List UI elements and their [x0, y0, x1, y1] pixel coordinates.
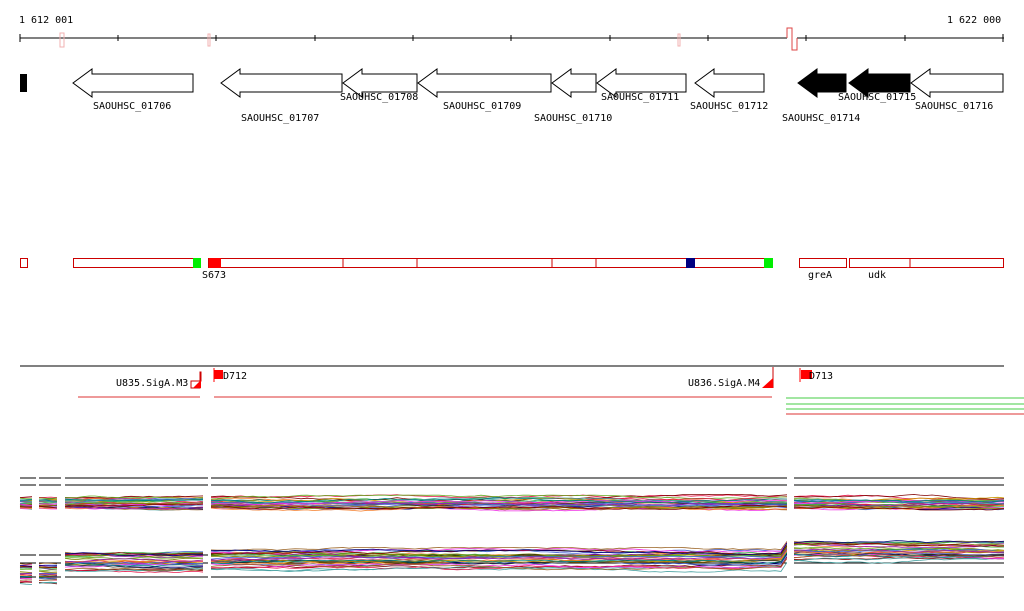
- coordinate-ruler: 1 612 001 1 622 000: [19, 15, 1004, 51]
- gene-label: SAOUHSC_01716: [915, 101, 993, 112]
- feature-label-s673: S673: [202, 270, 226, 281]
- gene-saouhsc-01708[interactable]: SAOUHSC_01708: [340, 68, 418, 103]
- red-marker[interactable]: [209, 258, 221, 268]
- gene-label: SAOUHSC_01710: [534, 113, 612, 124]
- gene-track[interactable]: SAOUHSC_01706 SAOUHSC_01707 SAOUHSC_0170…: [20, 68, 1004, 124]
- transcript-label-u836: U836.SigA.M4: [688, 378, 760, 389]
- ruler-start-label: 1 612 001: [19, 15, 73, 26]
- gene-saouhsc-01715[interactable]: SAOUHSC_01715: [838, 68, 916, 103]
- blue-marker[interactable]: [686, 258, 695, 268]
- feature-box-udk[interactable]: [849, 258, 1004, 268]
- gene-label: SAOUHSC_01711: [601, 92, 679, 103]
- gene-saouhsc-01706[interactable]: SAOUHSC_01706: [72, 68, 194, 112]
- feature-label-grea: greA: [808, 270, 832, 281]
- expression-track-top[interactable]: [19, 477, 1005, 512]
- gene-label: SAOUHSC_01715: [838, 92, 916, 103]
- gene-saouhsc-01710[interactable]: SAOUHSC_01710: [534, 68, 612, 124]
- transcript-track[interactable]: U835.SigA.M3 D712 U836.SigA.M4 D713: [20, 365, 1024, 415]
- gene-label: SAOUHSC_01708: [340, 92, 418, 103]
- feature-box[interactable]: [208, 258, 765, 268]
- gene-saouhsc-01716[interactable]: SAOUHSC_01716: [910, 68, 1004, 112]
- gene-label: SAOUHSC_01706: [93, 101, 171, 112]
- expression-lines-bottom: [19, 540, 1005, 585]
- gene-saouhsc-01709[interactable]: SAOUHSC_01709: [417, 68, 552, 112]
- gene-saouhsc-01711[interactable]: SAOUHSC_01711: [596, 68, 687, 103]
- transcript-label-d712: D712: [223, 371, 247, 382]
- feature-box-grea[interactable]: [799, 258, 847, 268]
- gene-saouhsc-01712[interactable]: SAOUHSC_01712: [690, 68, 768, 112]
- transcript-label-u835: U835.SigA.M3: [116, 378, 188, 389]
- feature-box[interactable]: [73, 258, 200, 268]
- green-marker[interactable]: [764, 258, 773, 268]
- expression-track-bottom[interactable]: [19, 540, 1005, 585]
- gene-label: SAOUHSC_01709: [443, 101, 521, 112]
- gene-saouhsc-01707[interactable]: SAOUHSC_01707: [220, 68, 343, 124]
- gene-saouhsc-01714[interactable]: SAOUHSC_01714: [782, 68, 860, 124]
- gap-separators: [36, 470, 794, 600]
- feature-label-udk: udk: [868, 270, 886, 281]
- feature-track[interactable]: S673 greA udk: [20, 258, 1004, 281]
- green-marker[interactable]: [193, 258, 201, 268]
- gene-label: SAOUHSC_01714: [782, 113, 860, 124]
- transcript-label-d713: D713: [809, 371, 833, 382]
- ruler-end-label: 1 622 000: [947, 15, 1001, 26]
- gene-label: SAOUHSC_01712: [690, 101, 768, 112]
- gene-label: SAOUHSC_01707: [241, 113, 319, 124]
- expression-lines-top: [19, 493, 1005, 512]
- gene-partial[interactable]: [20, 74, 27, 92]
